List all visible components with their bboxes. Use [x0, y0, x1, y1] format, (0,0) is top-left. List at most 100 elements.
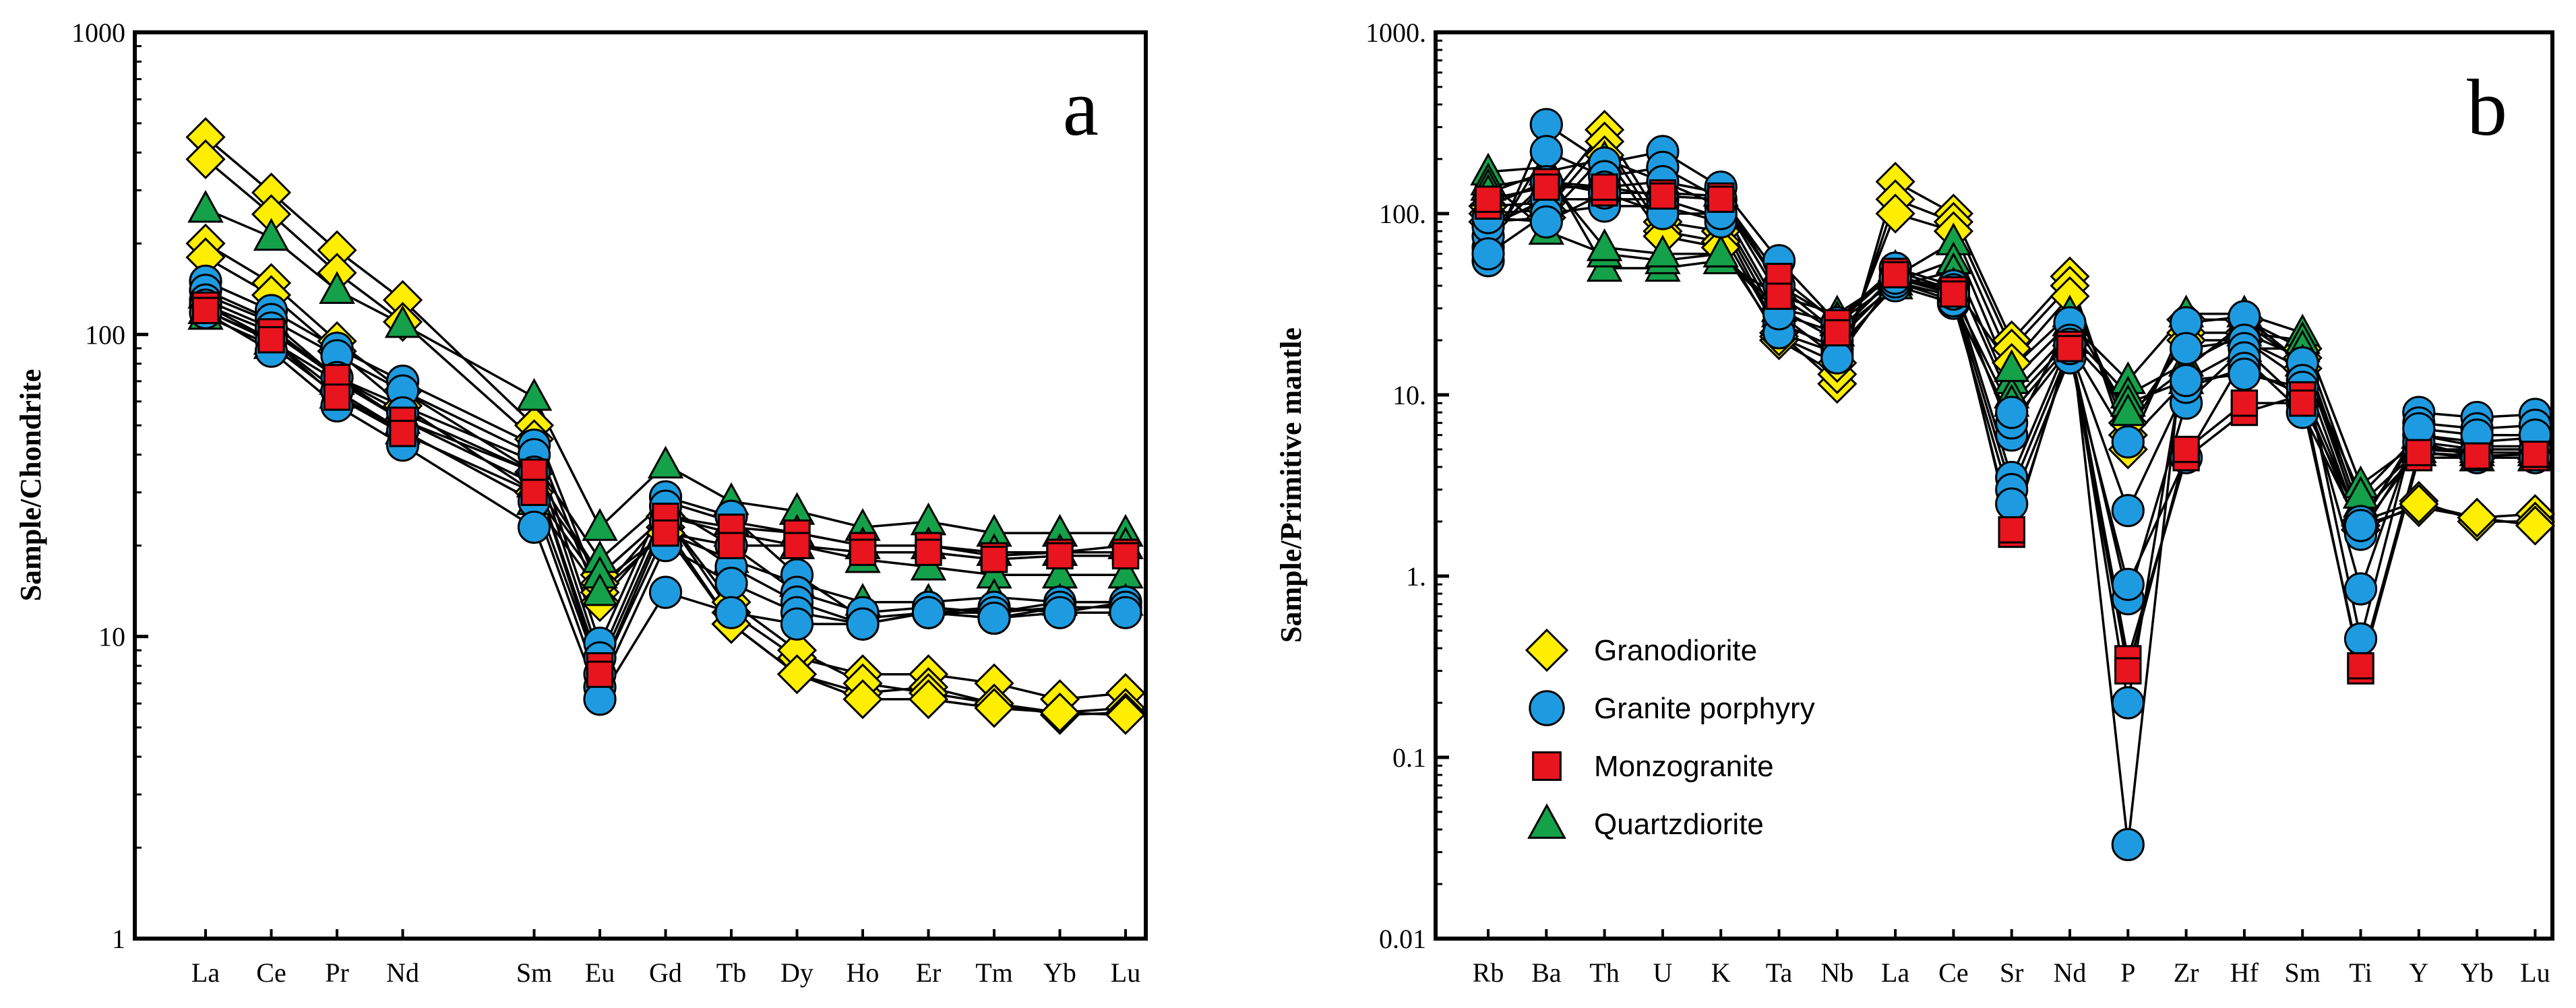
x-tick-label: Ba: [1531, 957, 1562, 988]
x-tick-label: Eu: [585, 957, 615, 988]
data-point-monzogranite: [389, 420, 417, 447]
data-point-granite_porphyry: [2170, 364, 2203, 398]
panel-b-markers: [1468, 108, 2556, 862]
x-tick-label: Ce: [256, 957, 286, 988]
data-point-granite_porphyry: [2111, 567, 2145, 601]
x-tick-label: K: [1711, 957, 1731, 988]
data-point-quartzdiorite: [582, 573, 618, 606]
data-point-monzogranite: [2521, 441, 2549, 468]
data-point-monzogranite: [915, 538, 942, 566]
panel-b-axis-ticks: 0.01 0.1 1. 10. 100. 1000. Rb Ba Th U K Ta Nb La Ce Sr N…: [1366, 18, 2550, 988]
panel-b-frame: [1434, 30, 2554, 941]
x-tick-label: Yb: [1043, 957, 1076, 988]
data-point-quartzdiorite: [2110, 393, 2147, 427]
data-point-quartzdiorite: [1703, 234, 1739, 267]
data-point-quartzdiorite: [253, 218, 290, 251]
data-point-monzogranite: [2230, 389, 2259, 417]
x-tick-label: Ho: [847, 957, 880, 988]
data-point-monzogranite: [2347, 652, 2374, 680]
data-point-monzogranite: [2463, 442, 2491, 470]
y-tick-label: 0.1: [1392, 743, 1426, 773]
data-point-granite_porphyry: [714, 567, 748, 600]
data-point-monzogranite: [1707, 185, 1735, 213]
data-point-monzogranite: [1998, 516, 2025, 544]
data-point-granodiorite: [2399, 484, 2439, 524]
data-point-quartzdiorite: [582, 508, 618, 541]
legend-marker-quartzdiorite: [1527, 803, 1566, 839]
legend-label-quartzdiorite: Quartzdiorite: [1594, 808, 1764, 841]
data-point-granodiorite: [185, 139, 226, 180]
x-tick-label: Sm: [2285, 957, 2321, 988]
y-tick-label: 1000.: [1366, 18, 1426, 48]
data-point-monzogranite: [1823, 319, 1851, 347]
legend-label-granodiorite: Granodiorite: [1594, 634, 1757, 667]
legend-label-monzogranite: Monzogranite: [1594, 750, 1774, 783]
x-tick-label: Zr: [2174, 957, 2199, 988]
data-point-granite_porphyry: [911, 596, 946, 629]
data-point-granite_porphyry: [714, 596, 748, 629]
x-tick-label: Lu: [2520, 957, 2550, 988]
panel-a-letter: a: [1063, 63, 1099, 152]
x-tick-label: Hf: [2230, 957, 2259, 988]
x-tick-label: Pr: [325, 957, 349, 988]
data-point-granodiorite: [776, 654, 818, 695]
x-tick-label: Tb: [716, 957, 746, 988]
panel-b-chart: b Sample/Primitive mantle 0.01 0.1 1. 10. 10…: [1275, 18, 2556, 988]
x-tick-label: Yb: [2461, 957, 2494, 988]
data-point-granite_porphyry: [583, 683, 617, 716]
data-point-monzogranite: [652, 519, 679, 547]
y-tick-label: 10: [98, 622, 125, 652]
y-tick-label: 10.: [1392, 380, 1426, 410]
data-point-granite_porphyry: [1820, 341, 1854, 375]
data-point-quartzdiorite: [516, 377, 553, 411]
data-point-monzogranite: [1940, 280, 1967, 308]
data-point-granodiorite: [1875, 193, 1915, 234]
data-point-granite_porphyry: [2111, 686, 2145, 720]
data-point-granodiorite: [974, 688, 1014, 728]
x-tick-label: Tm: [975, 957, 1013, 988]
data-point-monzogranite: [520, 478, 548, 506]
x-tick-label: Th: [1589, 957, 1619, 988]
data-point-granite_porphyry: [1043, 596, 1077, 629]
data-point-monzogranite: [1881, 261, 1909, 288]
legend-marker-monzogranite: [1532, 751, 1562, 781]
data-point-monzogranite: [1046, 542, 1074, 570]
data-point-granite_porphyry: [1529, 135, 1563, 168]
x-tick-label: Gd: [649, 957, 682, 988]
y-tick-label: 0.01: [1379, 924, 1426, 954]
data-point-monzogranite: [980, 546, 1008, 573]
panel-b-letter: b: [2467, 63, 2507, 152]
x-tick-label: La: [191, 957, 220, 988]
legend: Granodiorite Granite porphyry Monzogranite…: [1525, 628, 1815, 841]
x-tick-label: P: [2120, 957, 2135, 988]
x-tick-label: Nd: [386, 957, 419, 988]
x-tick-label: Nd: [2054, 957, 2087, 988]
x-tick-label: Ta: [1766, 957, 1793, 988]
data-point-quartzdiorite: [319, 271, 355, 305]
data-point-quartzdiorite: [187, 189, 224, 223]
x-tick-label: Y: [2409, 957, 2428, 988]
data-point-granite_porphyry: [846, 607, 880, 641]
data-point-granite_porphyry: [1471, 237, 1505, 271]
data-point-quartzdiorite: [647, 445, 684, 479]
data-point-granodiorite: [2457, 497, 2497, 538]
data-point-granite_porphyry: [780, 607, 814, 641]
legend-label-granite_porphyry: Granite porphyry: [1594, 692, 1815, 725]
panel-a-y-axis-title: Sample/Chondrite: [14, 369, 47, 602]
data-point-granite_porphyry: [2111, 494, 2145, 528]
data-point-granodiorite: [842, 679, 883, 720]
data-point-granodiorite: [1039, 692, 1080, 733]
panel-a-chart: a Sample/Chondrite 1 10 100 1000 La Ce Pr Nd Sm E…: [14, 18, 1148, 988]
data-point-quartzdiorite: [1586, 228, 1623, 261]
data-point-granodiorite: [908, 679, 949, 720]
x-tick-label: Sr: [2000, 957, 2024, 988]
data-point-monzogranite: [717, 532, 745, 559]
x-tick-label: La: [1881, 957, 1909, 988]
y-tick-label: 1.: [1406, 561, 1426, 592]
data-point-monzogranite: [191, 296, 220, 325]
x-tick-label: U: [1653, 957, 1672, 988]
data-point-monzogranite: [2114, 657, 2142, 685]
x-tick-label: Lu: [1111, 957, 1140, 988]
data-point-granite_porphyry: [2170, 332, 2203, 365]
